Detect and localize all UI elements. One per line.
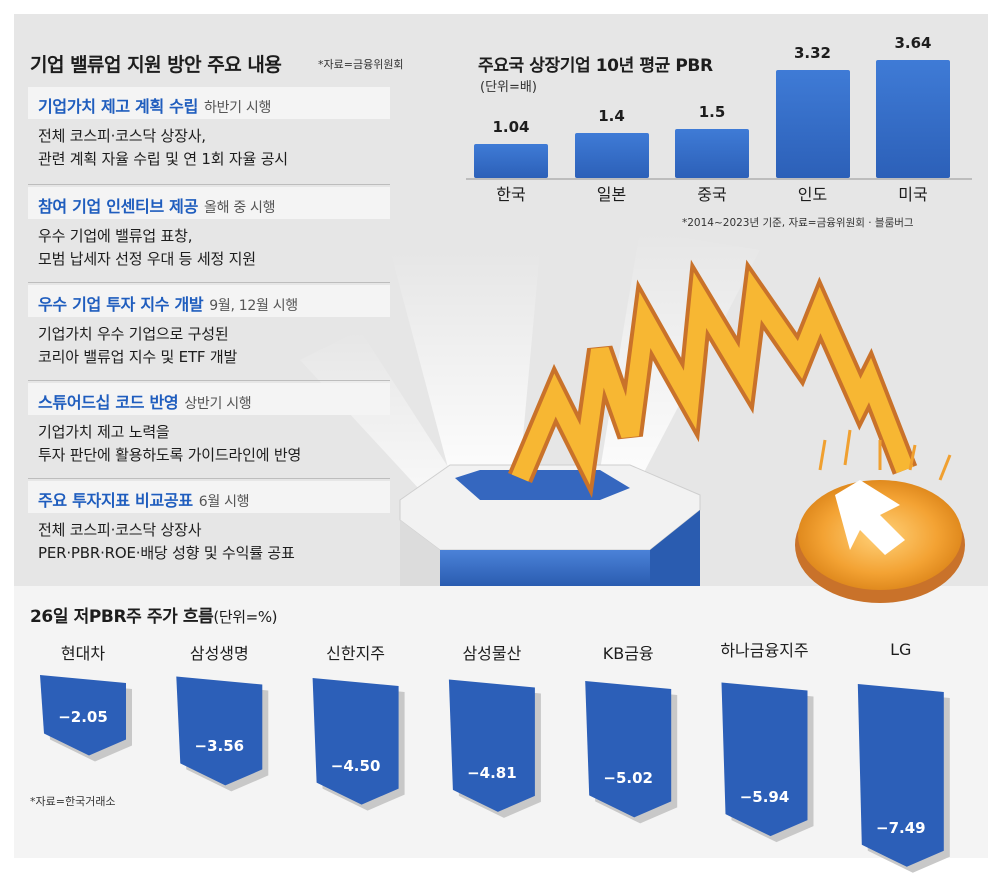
low-pbr-bar [312,678,399,805]
pbr-category-label: 한국 [496,185,526,204]
pbr-value-label: 1.04 [492,118,530,137]
pbr-value-label: 1.4 [598,106,625,125]
policy-item-description: 기업가치 제고 노력을 투자 판단에 활용하도록 가이드라인에 반영 [38,423,302,464]
pbr-value-label: 3.32 [793,44,831,63]
low-pbr-value-label: −2.05 [58,707,108,726]
low-pbr-chart-source: *자료=한국거래소 [30,795,116,808]
pbr-category-label: 인도 [797,185,828,204]
policy-item-header [28,87,390,119]
low-pbr-value-label: −5.02 [603,769,653,788]
low-pbr-category-label: 현대차 [60,644,106,663]
divider [28,478,390,479]
low-pbr-category-label: 삼성물산 [462,644,522,663]
low-pbr-bar [721,682,808,837]
policy-item-description: 전체 코스피·코스닥 상장사, 관련 계획 자율 수립 및 연 1회 자율 공시 [38,127,288,168]
low-pbr-category-label: 하나금융지주 [720,641,809,660]
pbr-chart-footnote: *2014~2023년 기준, 자료=금융위원회 · 블룸버그 [682,217,914,229]
low-pbr-bar [857,684,944,867]
low-pbr-bar [448,679,535,812]
policy-item-title: 우수 기업 투자 지수 개발 9월, 12월 시행 [38,295,298,314]
low-pbr-bar [40,675,126,756]
low-pbr-bar [585,681,672,818]
pbr-bar [675,129,749,178]
pbr-bar [474,144,548,178]
policy-item-timing: 9월, 12월 시행 [209,298,298,314]
pbr-value-label: 3.64 [894,34,932,52]
low-pbr-category-label: LG [890,640,912,659]
divider [28,282,390,283]
policy-item-header [28,481,390,513]
policy-item-timing: 상반기 시행 [184,396,252,412]
policy-item-title: 참여 기업 인센티브 제공 올해 중 시행 [38,197,276,216]
policy-item-timing: 6월 시행 [198,494,250,510]
down-arrow-coin [795,429,965,603]
low-pbr-category-label: 삼성생명 [189,644,249,663]
arrow-down-icon [835,480,905,555]
policy-panel-title: 기업 밸류업 지원 방안 주요 내용 [30,54,282,76]
box-left [400,520,440,586]
pbr-bar [876,60,950,178]
pbr-category-label: 일본 [596,185,627,204]
low-pbr-chart-title: 26일 저PBR주 주가 흐름(단위=%) [30,607,278,627]
pbr-bar [775,70,850,178]
policy-item-timing: 올해 중 시행 [204,200,276,216]
low-pbr-value-label: −4.81 [467,763,517,782]
policy-item-description: 전체 코스피·코스닥 상장사 PER·PBR·ROE·배당 성향 및 수익률 공표 [38,521,295,562]
pbr-baseline [466,178,972,180]
low-pbr-bar [176,676,263,786]
policy-item-timing: 하반기 시행 [204,100,272,116]
light-beam [390,250,540,475]
spring [508,259,918,499]
pbr-chart-title: 주요국 상장기업 10년 평균 PBR [478,56,713,76]
policy-item-title: 스튜어드십 코드 반영 상반기 시행 [38,393,252,412]
divider [28,184,390,185]
low-pbr-value-label: −5.94 [739,788,790,807]
policy-item-description: 기업가치 우수 기업으로 구성된 코리아 밸류업 지수 및 ETF 개발 [38,325,238,366]
low-pbr-chart-unit: (단위=%) [213,608,278,626]
box-side [650,510,700,586]
policy-item-header [28,285,390,317]
pbr-chart-unit: (단위=배) [480,80,537,95]
policy-panel-source: *자료=금융위원회 [318,58,404,71]
policy-item-title: 기업가치 제고 계획 수립 하반기 시행 [38,97,272,116]
low-pbr-category-label: KB금융 [602,644,654,663]
pbr-category-label: 중국 [697,185,727,204]
low-pbr-value-label: −3.56 [194,737,245,756]
low-pbr-category-label: 신한지주 [326,644,386,663]
policy-item-title: 주요 투자지표 비교공표 6월 시행 [38,491,250,510]
pbr-category-label: 미국 [898,185,928,204]
low-pbr-value-label: −7.49 [876,818,926,837]
policy-item-description: 우수 기업에 밸류업 표창, 모범 납세자 선정 우대 등 세정 지원 [38,227,256,268]
policy-item-header [28,383,390,415]
pbr-bar [574,132,649,178]
policy-item-header [28,187,390,219]
pbr-value-label: 1.5 [698,103,726,122]
low-pbr-value-label: −4.50 [330,756,381,775]
divider [28,380,390,381]
box-front [440,550,650,586]
